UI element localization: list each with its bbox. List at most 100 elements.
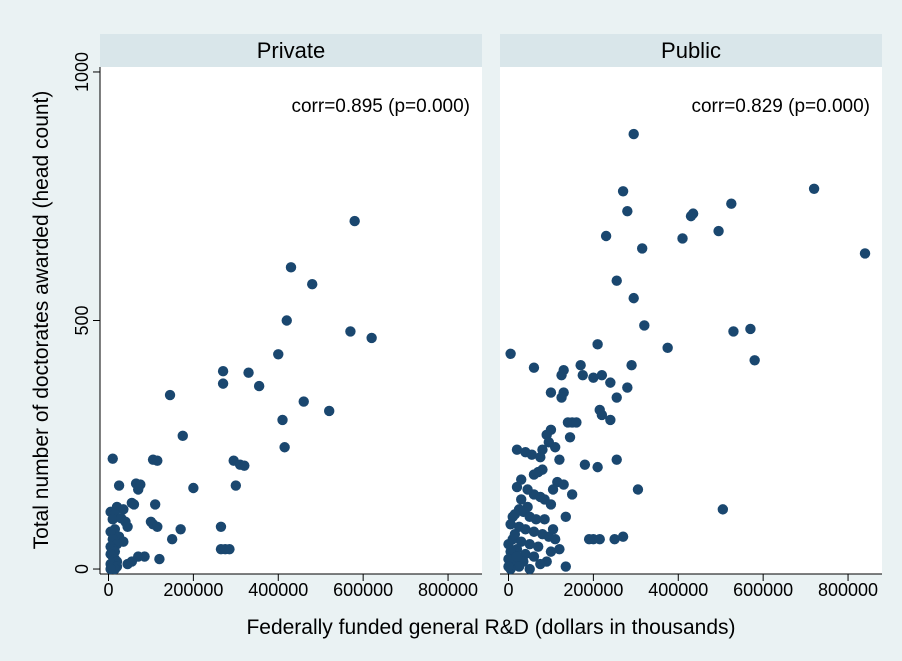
data-point bbox=[583, 534, 595, 545]
data-point bbox=[596, 369, 608, 381]
data-point bbox=[188, 482, 199, 494]
data-point bbox=[349, 215, 360, 227]
data-point bbox=[243, 367, 254, 378]
data-point bbox=[685, 210, 697, 222]
data-point bbox=[530, 514, 542, 525]
data-point bbox=[545, 546, 557, 557]
annotation-private: corr=0.895 (p=0.000) bbox=[291, 96, 470, 117]
data-point bbox=[547, 484, 559, 495]
data-point bbox=[594, 534, 605, 545]
data-point bbox=[554, 543, 565, 555]
data-point bbox=[239, 460, 250, 471]
strip-private bbox=[100, 34, 482, 67]
data-point bbox=[636, 243, 648, 254]
x-tick-label: 200000 bbox=[163, 580, 223, 600]
data-point bbox=[366, 332, 377, 344]
data-point bbox=[617, 186, 629, 197]
data-point bbox=[513, 561, 525, 572]
data-point bbox=[859, 248, 871, 259]
data-point bbox=[324, 405, 335, 417]
data-point bbox=[277, 414, 288, 426]
data-point bbox=[577, 369, 588, 381]
y-tick-label: 0 bbox=[72, 564, 92, 574]
panel-public-bg bbox=[500, 67, 882, 574]
x-tick-label: 0 bbox=[503, 580, 513, 600]
data-point bbox=[520, 524, 531, 535]
x-tick-label: 600000 bbox=[733, 580, 793, 600]
data-point bbox=[528, 526, 540, 537]
x-axis-public: 0 200000 400000 600000 800000 bbox=[500, 573, 882, 600]
data-point bbox=[528, 362, 540, 373]
data-point bbox=[617, 531, 629, 542]
data-point bbox=[505, 519, 516, 530]
x-axis-private: 0 200000 400000 600000 800000 bbox=[100, 573, 482, 600]
y-tick-label: 500 bbox=[72, 305, 92, 335]
points-public bbox=[503, 128, 871, 575]
x-tick-label: 400000 bbox=[248, 580, 308, 600]
data-point bbox=[217, 378, 229, 389]
data-point bbox=[556, 369, 567, 381]
data-point bbox=[579, 459, 591, 470]
data-point bbox=[307, 279, 318, 290]
data-point bbox=[533, 541, 544, 552]
data-point bbox=[611, 454, 622, 465]
data-point bbox=[107, 514, 118, 525]
data-point bbox=[632, 484, 644, 495]
data-point bbox=[539, 514, 550, 525]
data-point bbox=[609, 534, 620, 545]
data-point bbox=[556, 392, 567, 403]
data-point bbox=[588, 372, 599, 383]
data-point bbox=[118, 504, 129, 515]
y-tick-label: 1000 bbox=[72, 52, 92, 92]
data-point bbox=[726, 198, 737, 209]
data-point bbox=[605, 414, 616, 426]
data-point bbox=[345, 326, 356, 337]
data-point bbox=[728, 326, 739, 337]
data-point bbox=[281, 315, 292, 326]
data-point bbox=[545, 499, 557, 510]
data-point bbox=[611, 275, 622, 286]
data-point bbox=[511, 481, 523, 493]
data-point bbox=[133, 484, 144, 495]
data-point bbox=[152, 521, 163, 532]
data-point bbox=[549, 534, 561, 545]
data-point bbox=[600, 230, 612, 242]
data-point bbox=[622, 382, 633, 393]
data-point bbox=[152, 455, 163, 466]
data-point bbox=[273, 349, 284, 360]
data-point bbox=[533, 466, 544, 478]
data-point bbox=[524, 538, 535, 550]
data-point bbox=[560, 511, 571, 523]
data-point bbox=[626, 360, 637, 371]
data-point bbox=[175, 524, 186, 535]
data-point bbox=[509, 529, 521, 540]
points-private bbox=[105, 215, 377, 575]
x-tick-label: 800000 bbox=[418, 580, 478, 600]
data-point bbox=[503, 538, 514, 550]
data-point bbox=[549, 442, 561, 453]
data-point bbox=[628, 292, 639, 304]
data-point bbox=[677, 233, 688, 244]
data-point bbox=[592, 339, 603, 350]
data-point bbox=[511, 551, 523, 562]
y-axis: 0 500 1000 bbox=[72, 52, 101, 574]
data-point bbox=[558, 479, 569, 490]
data-point bbox=[545, 387, 557, 398]
x-tick-label: 0 bbox=[103, 580, 113, 600]
data-point bbox=[139, 551, 150, 562]
x-axis-title: Federally funded general R&D (dollars in… bbox=[246, 616, 735, 639]
y-axis-title: Total number of doctorates awarded (head… bbox=[30, 91, 53, 550]
data-point bbox=[279, 442, 290, 453]
data-point bbox=[298, 396, 309, 407]
data-point bbox=[230, 480, 242, 491]
data-point bbox=[526, 449, 538, 460]
data-point bbox=[516, 494, 527, 505]
data-point bbox=[554, 454, 565, 465]
data-point bbox=[511, 444, 523, 455]
data-point bbox=[105, 563, 116, 575]
data-point bbox=[128, 499, 140, 510]
data-point bbox=[611, 392, 622, 403]
data-point bbox=[122, 521, 133, 532]
data-point bbox=[535, 558, 546, 570]
data-point bbox=[154, 553, 165, 565]
